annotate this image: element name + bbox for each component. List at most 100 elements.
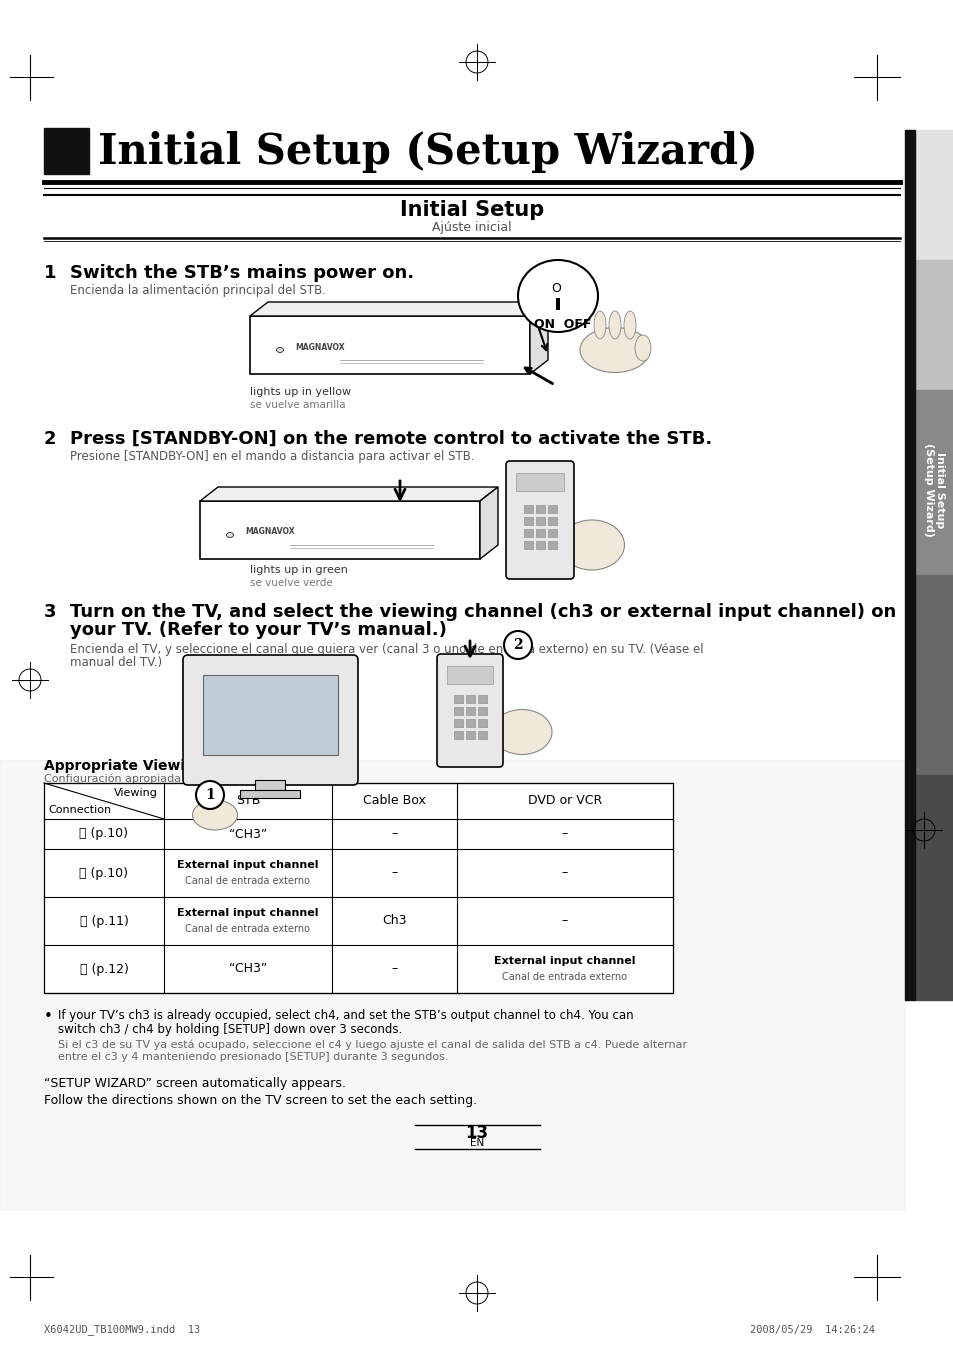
Text: Canal de entrada externo: Canal de entrada externo bbox=[185, 875, 310, 886]
Text: 13: 13 bbox=[465, 1124, 488, 1142]
Bar bbox=[904, 130, 914, 1000]
Ellipse shape bbox=[276, 347, 283, 353]
Text: Viewing: Viewing bbox=[114, 788, 158, 798]
Bar bbox=[547, 530, 557, 536]
Ellipse shape bbox=[635, 335, 650, 361]
Bar bbox=[477, 731, 486, 739]
Text: Encienda la alimentación principal del STB.: Encienda la alimentación principal del S… bbox=[70, 284, 326, 297]
Text: 2008/05/29  14:26:24: 2008/05/29 14:26:24 bbox=[749, 1325, 874, 1335]
Circle shape bbox=[503, 631, 532, 659]
Polygon shape bbox=[250, 303, 547, 316]
Text: se vuelve amarilla: se vuelve amarilla bbox=[250, 400, 345, 409]
Text: MAGNAVOX: MAGNAVOX bbox=[245, 527, 294, 536]
Bar bbox=[454, 719, 462, 727]
Bar bbox=[536, 540, 544, 549]
Text: lights up in green: lights up in green bbox=[250, 565, 348, 576]
Bar bbox=[240, 790, 299, 798]
Text: –: – bbox=[391, 962, 397, 975]
Text: Encienda el TV, y seleccione el canal que quiera ver (canal 3 o uno de entrada e: Encienda el TV, y seleccione el canal qu… bbox=[70, 643, 703, 657]
Text: 1: 1 bbox=[205, 788, 214, 802]
Ellipse shape bbox=[517, 259, 598, 332]
Text: Ⓒ (p.11): Ⓒ (p.11) bbox=[79, 915, 129, 928]
Ellipse shape bbox=[608, 311, 620, 339]
Text: “SETUP WIZARD” screen automatically appears.: “SETUP WIZARD” screen automatically appe… bbox=[44, 1077, 346, 1090]
Bar bbox=[454, 694, 462, 703]
Text: “CH3”: “CH3” bbox=[229, 962, 267, 975]
Text: MAGNAVOX: MAGNAVOX bbox=[294, 343, 344, 351]
Bar bbox=[454, 731, 462, 739]
Text: STB: STB bbox=[235, 794, 260, 808]
Bar bbox=[523, 530, 533, 536]
Text: “CH3”: “CH3” bbox=[229, 828, 267, 840]
Bar bbox=[254, 780, 285, 790]
Bar bbox=[547, 517, 557, 526]
Bar bbox=[523, 505, 533, 513]
Text: 2: 2 bbox=[513, 638, 522, 653]
Text: O: O bbox=[551, 281, 560, 295]
Text: Configuración apropiada de el Canal de Visión: Configuración apropiada de el Canal de V… bbox=[44, 773, 301, 784]
Ellipse shape bbox=[579, 327, 649, 373]
Text: Initial Setup (Setup Wizard): Initial Setup (Setup Wizard) bbox=[98, 131, 757, 173]
Text: –: – bbox=[391, 828, 397, 840]
Text: Ⓓ (p.12): Ⓓ (p.12) bbox=[79, 962, 129, 975]
Bar bbox=[914, 259, 953, 390]
Text: External input channel: External input channel bbox=[177, 861, 318, 870]
Bar bbox=[523, 540, 533, 549]
Text: 2: 2 bbox=[44, 430, 56, 449]
Bar bbox=[516, 473, 563, 490]
Text: Initial Setup
(Setup Wizard): Initial Setup (Setup Wizard) bbox=[923, 443, 944, 536]
Text: Connection: Connection bbox=[48, 805, 111, 815]
Ellipse shape bbox=[193, 800, 237, 830]
Bar bbox=[914, 130, 953, 259]
Polygon shape bbox=[530, 303, 547, 374]
Text: –: – bbox=[561, 828, 568, 840]
Bar bbox=[465, 694, 475, 703]
Text: –: – bbox=[561, 915, 568, 928]
Text: –: – bbox=[561, 866, 568, 880]
Text: X6042UD_TB100MW9.indd  13: X6042UD_TB100MW9.indd 13 bbox=[44, 1324, 200, 1335]
Bar bbox=[203, 676, 337, 755]
Bar bbox=[465, 707, 475, 715]
Bar bbox=[465, 731, 475, 739]
FancyBboxPatch shape bbox=[183, 655, 357, 785]
Bar bbox=[536, 505, 544, 513]
Text: 1: 1 bbox=[44, 263, 56, 282]
Text: Ⓐ (p.10): Ⓐ (p.10) bbox=[79, 828, 129, 840]
Text: 3: 3 bbox=[44, 603, 56, 621]
Text: Ⓑ (p.10): Ⓑ (p.10) bbox=[79, 866, 129, 880]
Bar bbox=[914, 576, 953, 775]
Bar bbox=[523, 517, 533, 526]
Text: your TV. (Refer to your TV’s manual.): your TV. (Refer to your TV’s manual.) bbox=[70, 621, 446, 639]
Bar bbox=[200, 501, 479, 559]
Text: –: – bbox=[391, 866, 397, 880]
Polygon shape bbox=[479, 486, 497, 559]
Text: EN: EN bbox=[470, 1138, 483, 1148]
Bar bbox=[44, 784, 672, 993]
Ellipse shape bbox=[623, 311, 636, 339]
Text: External input channel: External input channel bbox=[494, 957, 635, 966]
Polygon shape bbox=[200, 486, 497, 501]
Text: Canal de entrada externo: Canal de entrada externo bbox=[502, 971, 627, 982]
Bar bbox=[914, 775, 953, 1000]
Bar bbox=[0, 761, 904, 1210]
Text: Appropriate Viewing Channel: Appropriate Viewing Channel bbox=[44, 759, 273, 773]
Text: External input channel: External input channel bbox=[177, 908, 318, 917]
Text: Switch the STB’s mains power on.: Switch the STB’s mains power on. bbox=[70, 263, 414, 282]
Text: DVD or VCR: DVD or VCR bbox=[527, 794, 601, 808]
Bar bbox=[465, 719, 475, 727]
Text: Turn on the TV, and select the viewing channel (ch3 or external input channel) o: Turn on the TV, and select the viewing c… bbox=[70, 603, 895, 621]
Text: Canal de entrada externo: Canal de entrada externo bbox=[185, 924, 310, 934]
Bar bbox=[547, 505, 557, 513]
Bar bbox=[447, 666, 493, 684]
Text: Ajúste inicial: Ajúste inicial bbox=[432, 222, 511, 235]
Text: lights up in yellow: lights up in yellow bbox=[250, 386, 351, 397]
Text: Press [STANDBY-ON] on the remote control to activate the STB.: Press [STANDBY-ON] on the remote control… bbox=[70, 430, 712, 449]
Bar bbox=[477, 719, 486, 727]
Ellipse shape bbox=[492, 709, 552, 754]
Text: switch ch3 / ch4 by holding [SETUP] down over 3 seconds.: switch ch3 / ch4 by holding [SETUP] down… bbox=[58, 1023, 402, 1036]
Bar bbox=[536, 517, 544, 526]
Ellipse shape bbox=[558, 520, 624, 570]
Bar bbox=[547, 540, 557, 549]
Bar bbox=[536, 530, 544, 536]
Bar bbox=[556, 299, 559, 309]
